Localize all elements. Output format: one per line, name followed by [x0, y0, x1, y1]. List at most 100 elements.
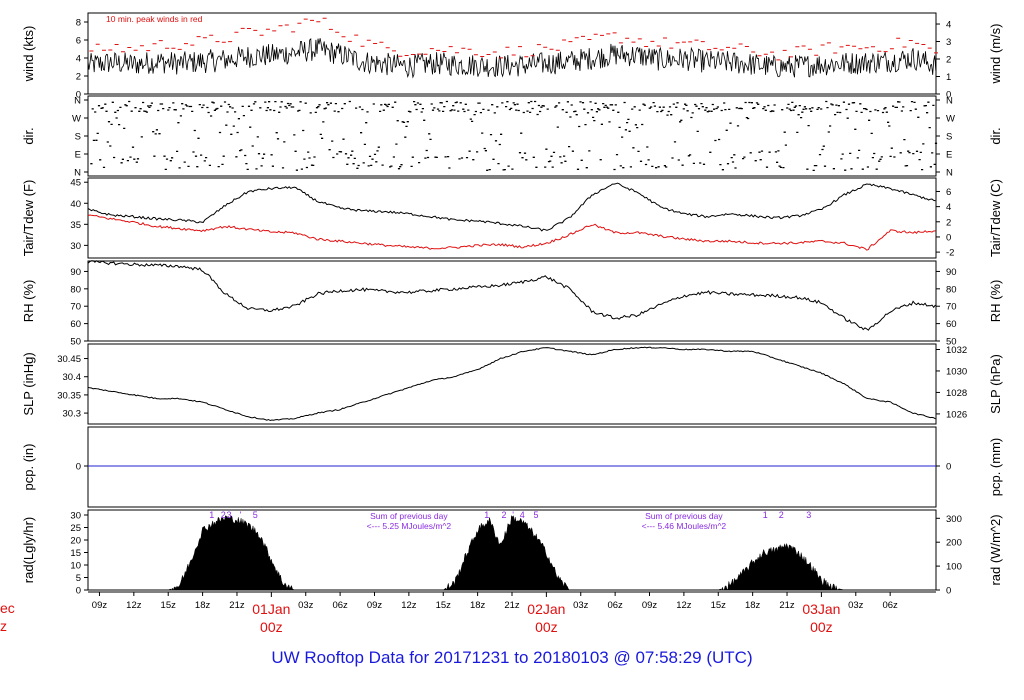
- slp-right-tick-label: 1032: [946, 345, 967, 356]
- dir-ylabel-left: dir.: [21, 127, 36, 144]
- rh-right-tick-label: 80: [946, 284, 957, 295]
- slp-right-tick-label: 1028: [946, 388, 967, 399]
- rh-left-tick-label: 70: [70, 302, 81, 313]
- temp-right-tick-label: -2: [946, 248, 954, 259]
- rad-sum-title: Sum of previous day: [645, 511, 723, 521]
- wind-right-tick-label: 4: [946, 20, 951, 31]
- rad-right-tick-label: 100: [946, 562, 962, 573]
- dir-right-tick-label: E: [946, 150, 952, 161]
- rh-left-tick-label: 50: [70, 337, 81, 348]
- x-axis-tick-label: 18z: [195, 600, 211, 611]
- rad-right-tick-label: 0: [946, 586, 951, 597]
- wind-direction-points: [90, 100, 938, 172]
- pcp-right-tick-label: 0: [946, 462, 951, 473]
- wind-left-tick-label: 4: [76, 54, 81, 65]
- rh-right-tick-label: 60: [946, 319, 957, 330]
- wind-left-tick-label: 2: [76, 72, 81, 83]
- x-axis-day-date-label: 02Jan: [527, 601, 565, 617]
- rad-left-tick-label: 20: [70, 536, 81, 547]
- x-axis-tick-label: 03z: [573, 600, 589, 611]
- dir-left-tick-label: E: [75, 150, 81, 161]
- pcp-ylabel-left: pcp. (in): [21, 444, 36, 491]
- temp-left-tick-label: 40: [70, 199, 81, 210]
- temp-left-tick-label: 35: [70, 220, 81, 231]
- x-axis-tick-label: 09z: [367, 600, 383, 611]
- slp-panel-frame: [87, 343, 937, 425]
- rad-right-tick-label: 200: [946, 538, 962, 549]
- x-axis-tick-label: 03z: [298, 600, 314, 611]
- slp-series: [87, 346, 936, 422]
- slp-ylabel-right: SLP (hPa): [988, 354, 1003, 414]
- temp-series-tdew: [87, 214, 936, 251]
- rad-peak-marker: 3: [226, 510, 231, 520]
- x-axis-tick-label: 06z: [332, 600, 348, 611]
- x-axis-tick-label: 18z: [470, 600, 486, 611]
- x-axis-tick-label: 21z: [229, 600, 245, 611]
- x-axis-tick-label: 03z: [848, 600, 864, 611]
- x-axis-tick-label: 06z: [607, 600, 623, 611]
- x-axis-tick-label: 12z: [676, 600, 692, 611]
- rad-peak-marker: 2: [221, 510, 226, 520]
- temp-right-tick-label: 4: [946, 202, 951, 213]
- slp-left-tick-label: 30.3: [63, 409, 82, 420]
- rh-right-tick-label: 50: [946, 337, 957, 348]
- dir-left-tick-label: N: [74, 168, 81, 179]
- wind-ylabel-left: wind (kts): [21, 26, 36, 83]
- wind-speed-series: [87, 38, 937, 79]
- wind-left-tick-label: 0: [76, 90, 81, 101]
- wind-ylabel-right: wind (m/s): [988, 24, 1003, 85]
- rh-ylabel-right: RH (%): [988, 280, 1003, 323]
- rad-left-tick-label: 5: [76, 573, 81, 584]
- wind-peak-series: [89, 17, 938, 61]
- rad-peak-marker: 4: [520, 510, 525, 520]
- temp-panel-frame: [87, 177, 937, 259]
- x-axis-day-time-label: 00z: [260, 619, 283, 635]
- x-axis-tick-label: 12z: [401, 600, 417, 611]
- x-axis-tick-label: 18z: [745, 600, 761, 611]
- left-edge-date-fragment: ec: [0, 600, 15, 616]
- x-axis-tick-label: 15z: [161, 600, 177, 611]
- wind-left-tick-label: 8: [76, 18, 81, 29]
- rad-left-tick-label: 0: [76, 586, 81, 597]
- x-axis-day-date-label: 01Jan: [252, 601, 290, 617]
- slp-ylabel-left: SLP (inHg): [21, 352, 36, 415]
- dir-right-tick-label: N: [946, 96, 953, 107]
- dir-left-tick-label: W: [72, 114, 81, 125]
- radiation-area-series: [88, 515, 936, 591]
- x-axis-tick-label: 15z: [436, 600, 452, 611]
- wind-right-tick-label: 0: [946, 90, 951, 101]
- rad-sum-title: Sum of previous day: [370, 511, 448, 521]
- wind-panel-frame: [87, 12, 937, 95]
- x-axis-tick-label: 12z: [126, 600, 142, 611]
- temp-ylabel-right: Tair/Tdew (C): [988, 179, 1003, 257]
- slp-right-tick-label: 1030: [946, 366, 967, 377]
- x-axis-tick-label: 21z: [504, 600, 520, 611]
- temp-ylabel-left: Tair/Tdew (F): [21, 180, 36, 257]
- pcp-left-tick-label: 0: [76, 462, 81, 473]
- rh-series: [87, 260, 936, 331]
- rad-peak-marker: ': [240, 510, 242, 520]
- dir-left-tick-label: N: [74, 96, 81, 107]
- x-axis-tick-label: 09z: [642, 600, 658, 611]
- rh-ylabel-left: RH (%): [21, 280, 36, 323]
- x-axis-tick-label: 21z: [779, 600, 795, 611]
- temp-left-tick-label: 45: [70, 178, 81, 189]
- temp-right-tick-label: 2: [946, 217, 951, 228]
- x-axis-tick-label: 09z: [92, 600, 108, 611]
- rad-right-tick-label: 300: [946, 514, 962, 525]
- rh-right-tick-label: 70: [946, 302, 957, 313]
- temp-left-tick-label: 30: [70, 241, 81, 252]
- temp-right-tick-label: 6: [946, 187, 951, 198]
- slp-left-tick-label: 30.45: [57, 354, 81, 365]
- rad-peak-marker: 2: [501, 510, 506, 520]
- x-axis-tick-label: 15z: [711, 600, 727, 611]
- dir-ylabel-right: dir.: [988, 127, 1003, 144]
- rad-peak-marker: 3: [806, 510, 811, 520]
- temp-series-tair: [87, 182, 936, 232]
- pcp-ylabel-right: pcp. (mm): [988, 438, 1003, 497]
- dir-right-tick-label: S: [946, 132, 952, 143]
- pcp-panel-frame: [87, 426, 937, 508]
- rh-panel-frame: [87, 260, 937, 342]
- dir-right-tick-label: W: [946, 114, 955, 125]
